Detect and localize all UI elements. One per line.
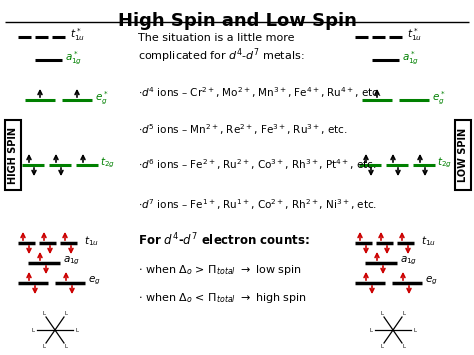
Text: LOW SPIN: LOW SPIN [458,128,468,182]
Text: L: L [402,311,405,316]
Text: $a_{1g}$: $a_{1g}$ [63,255,80,267]
Text: $e_g$: $e_g$ [88,275,100,287]
Text: $t_{1u}$: $t_{1u}$ [84,234,99,248]
Text: $\cdot d^5$ ions – Mn$^{2+}$, Re$^{2+}$, Fe$^{3+}$, Ru$^{3+}$, etc.: $\cdot d^5$ ions – Mn$^{2+}$, Re$^{2+}$,… [138,122,347,137]
Text: L: L [43,311,46,316]
Text: $e_g$: $e_g$ [425,275,438,287]
Text: HIGH SPIN: HIGH SPIN [8,126,18,184]
Text: High Spin and Low Spin: High Spin and Low Spin [118,12,356,30]
Text: L: L [402,344,405,349]
Text: $a_{1g}^*$: $a_{1g}^*$ [65,49,82,67]
Text: L: L [43,344,46,349]
Text: L: L [381,311,383,316]
Text: $a_{1g}^*$: $a_{1g}^*$ [402,49,419,67]
Text: $t_{2g}$: $t_{2g}$ [437,156,452,170]
Text: $\cdot d^4$ ions – Cr$^{2+}$, Mo$^{2+}$, Mn$^{3+}$, Fe$^{4+}$, Ru$^{4+}$, etc.: $\cdot d^4$ ions – Cr$^{2+}$, Mo$^{2+}$,… [138,86,382,100]
Text: L: L [370,328,373,333]
Text: L: L [64,311,67,316]
Bar [455,120,471,190]
Text: $e_g^*$: $e_g^*$ [95,89,109,107]
Text: L: L [64,344,67,349]
Text: $t_{1u}$: $t_{1u}$ [421,234,436,248]
Text: $\cdot d^7$ ions – Fe$^{1+}$, Ru$^{1+}$, Co$^{2+}$, Rh$^{2+}$, Ni$^{3+}$, etc.: $\cdot d^7$ ions – Fe$^{1+}$, Ru$^{1+}$,… [138,198,377,212]
Text: $\cdot$ when $\Delta_o$ > $\Pi_{total}$ $\rightarrow$ low spin: $\cdot$ when $\Delta_o$ > $\Pi_{total}$ … [138,263,302,277]
Text: $t_{1u}^*$: $t_{1u}^*$ [407,27,422,43]
Text: L: L [413,328,417,333]
Text: $e_g^*$: $e_g^*$ [432,89,446,107]
Text: complicated for $\mathit{d^4}$-$\mathit{d^7}$ metals:: complicated for $\mathit{d^4}$-$\mathit{… [138,46,304,65]
Text: $\cdot$ when $\Delta_o$ < $\Pi_{total}$ $\rightarrow$ high spin: $\cdot$ when $\Delta_o$ < $\Pi_{total}$ … [138,291,307,305]
Text: $t_{2g}$: $t_{2g}$ [100,156,115,170]
Text: L: L [31,328,35,333]
Text: $t_{1u}^*$: $t_{1u}^*$ [70,27,85,43]
Text: For $\mathit{d^4}$-$\mathit{d^7}$ electron counts:: For $\mathit{d^4}$-$\mathit{d^7}$ electr… [138,232,310,248]
Text: The situation is a little more: The situation is a little more [138,33,294,43]
Text: L: L [381,344,383,349]
Text: $a_{1g}$: $a_{1g}$ [400,255,417,267]
Text: L: L [75,328,79,333]
Text: $\cdot d^6$ ions – Fe$^{2+}$, Ru$^{2+}$, Co$^{3+}$, Rh$^{3+}$, Pt$^{4+}$, etc.: $\cdot d^6$ ions – Fe$^{2+}$, Ru$^{2+}$,… [138,158,377,173]
Bar [5,120,21,190]
